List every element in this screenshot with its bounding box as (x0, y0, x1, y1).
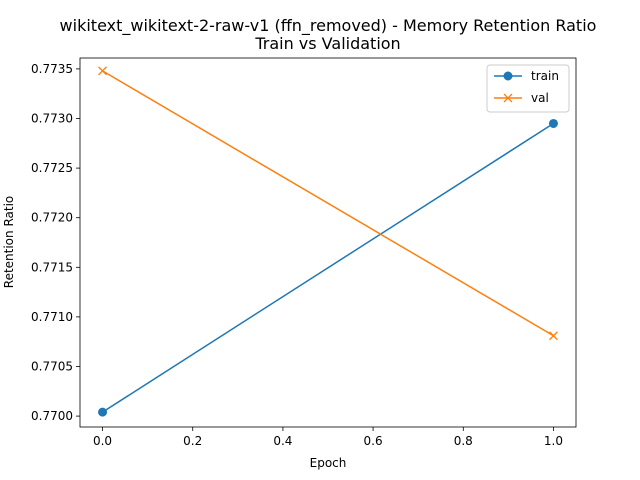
legend-marker-train (503, 71, 513, 81)
x-tick-label: 0.4 (273, 434, 292, 448)
x-tick-label: 0.0 (93, 434, 112, 448)
y-tick-label: 0.7730 (31, 112, 73, 126)
series-layer (98, 66, 558, 417)
y-tick-label: 0.7700 (31, 409, 73, 423)
legend-label-train: train (531, 69, 559, 83)
y-tick-label: 0.7705 (31, 359, 73, 373)
y-axis-ticks: 0.7700 0.7705 0.7710 0.7715 0.7720 0.7725 0.77… (31, 62, 80, 423)
x-tick-label: 0.6 (364, 434, 383, 448)
data-point-train (548, 118, 558, 128)
y-tick-label: 0.7725 (31, 161, 73, 175)
y-axis-label: Retention Ratio (2, 196, 16, 288)
legend-label-val: val (531, 91, 549, 105)
plot-frame (79, 57, 577, 428)
data-point-val (548, 331, 558, 341)
x-axis-ticks: 0.0 0.2 0.4 0.6 0.8 1.0 (93, 427, 563, 448)
x-tick-label: 0.8 (454, 434, 473, 448)
x-tick-label: 0.2 (183, 434, 202, 448)
chart-subtitle: Train vs Validation (254, 34, 400, 53)
legend: train val (486, 64, 570, 113)
data-point-val (98, 66, 108, 76)
chart-title: wikitext_wikitext-2-raw-v1 (ffn_removed)… (60, 16, 597, 36)
x-tick-label: 1.0 (544, 434, 563, 448)
series-line-val (102, 70, 554, 337)
y-tick-label: 0.7735 (31, 62, 73, 76)
y-tick-label: 0.7710 (31, 310, 73, 324)
legend-marker-val (503, 93, 513, 103)
x-axis-label: Epoch (310, 456, 347, 470)
data-point-train (98, 407, 108, 417)
series-line-train (102, 122, 554, 413)
y-tick-label: 0.7720 (31, 211, 73, 225)
y-tick-label: 0.7715 (31, 260, 73, 274)
plot-area (79, 57, 577, 428)
